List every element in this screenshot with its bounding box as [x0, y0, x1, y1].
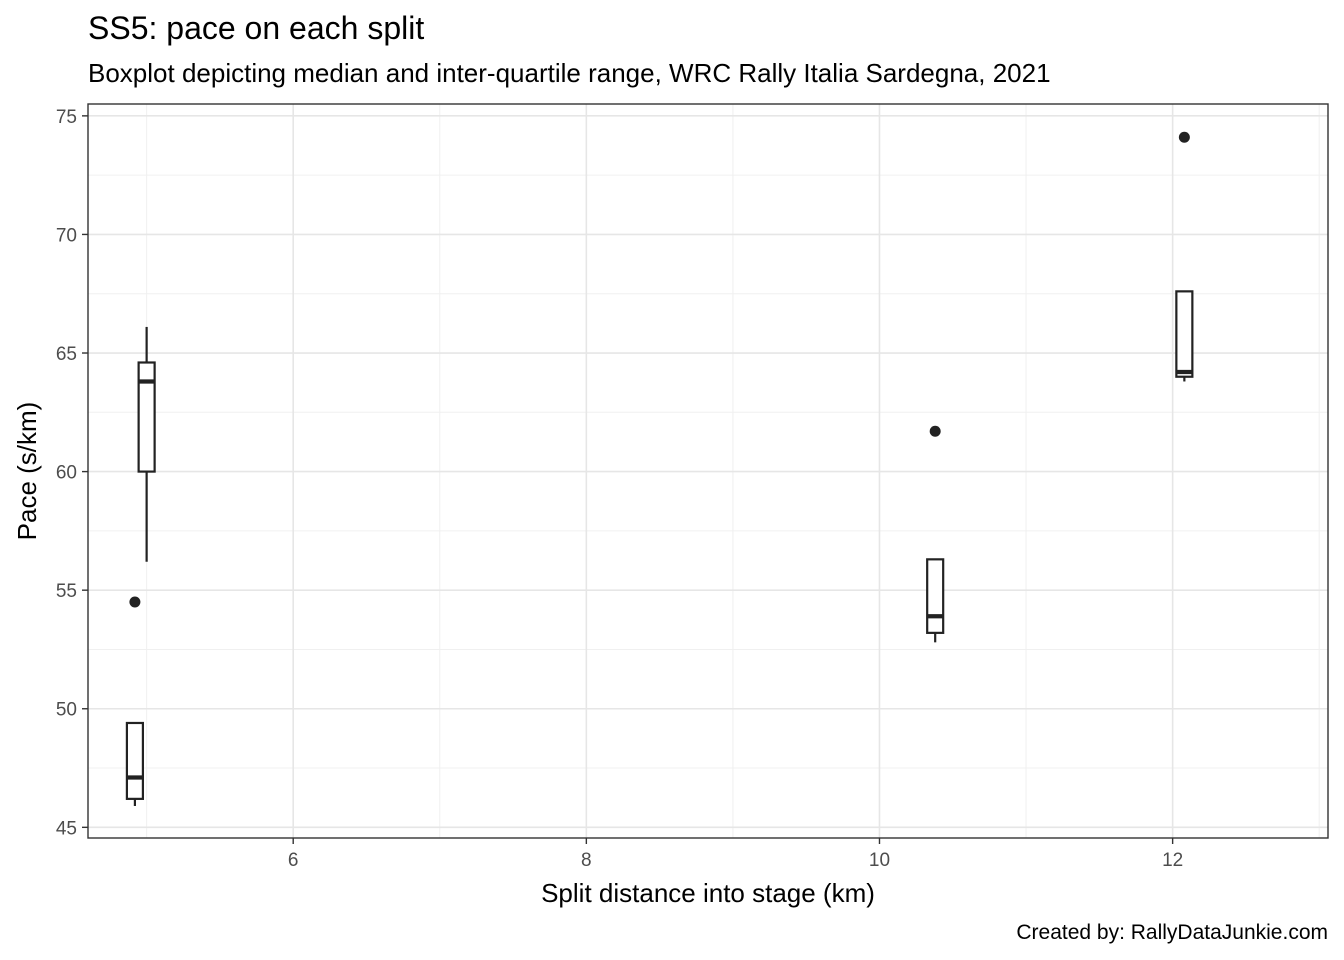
y-tick-label: 45: [56, 818, 77, 839]
x-axis: 6 8 10 12: [288, 838, 1183, 871]
outlier-point: [929, 425, 941, 437]
x-axis-title: Split distance into stage (km): [541, 878, 875, 908]
y-tick-label: 70: [56, 225, 77, 246]
box-group: [125, 596, 145, 806]
y-tick-label: 65: [56, 344, 77, 365]
x-tick-label: 8: [581, 850, 592, 871]
y-tick-label: 60: [56, 463, 77, 484]
x-tick-label: 10: [869, 850, 890, 871]
x-tick-label: 6: [288, 850, 299, 871]
box-group: [137, 326, 156, 562]
outlier-point: [129, 596, 141, 608]
iqr-box: [926, 558, 945, 634]
y-tick-label: 50: [56, 700, 77, 721]
y-axis-title: Pace (s/km): [12, 402, 42, 541]
box-group: [1175, 131, 1194, 382]
chart-subtitle: Boxplot depicting median and inter-quart…: [88, 58, 1051, 88]
chart-title: SS5: pace on each split: [88, 10, 425, 46]
iqr-box: [125, 721, 145, 800]
boxes-layer: [125, 131, 1194, 806]
iqr-box: [137, 361, 156, 473]
x-tick-label: 12: [1162, 850, 1183, 871]
outlier-point: [1178, 131, 1190, 143]
chart-caption: Created by: RallyDataJunkie.com: [1016, 921, 1328, 944]
y-tick-label: 55: [56, 581, 77, 602]
y-tick-label: 75: [56, 107, 77, 128]
iqr-box: [1175, 290, 1194, 378]
y-axis: 45 50 55 60 65 70 75: [56, 107, 88, 839]
box-group: [926, 425, 945, 643]
major-gridlines: [88, 104, 1328, 838]
